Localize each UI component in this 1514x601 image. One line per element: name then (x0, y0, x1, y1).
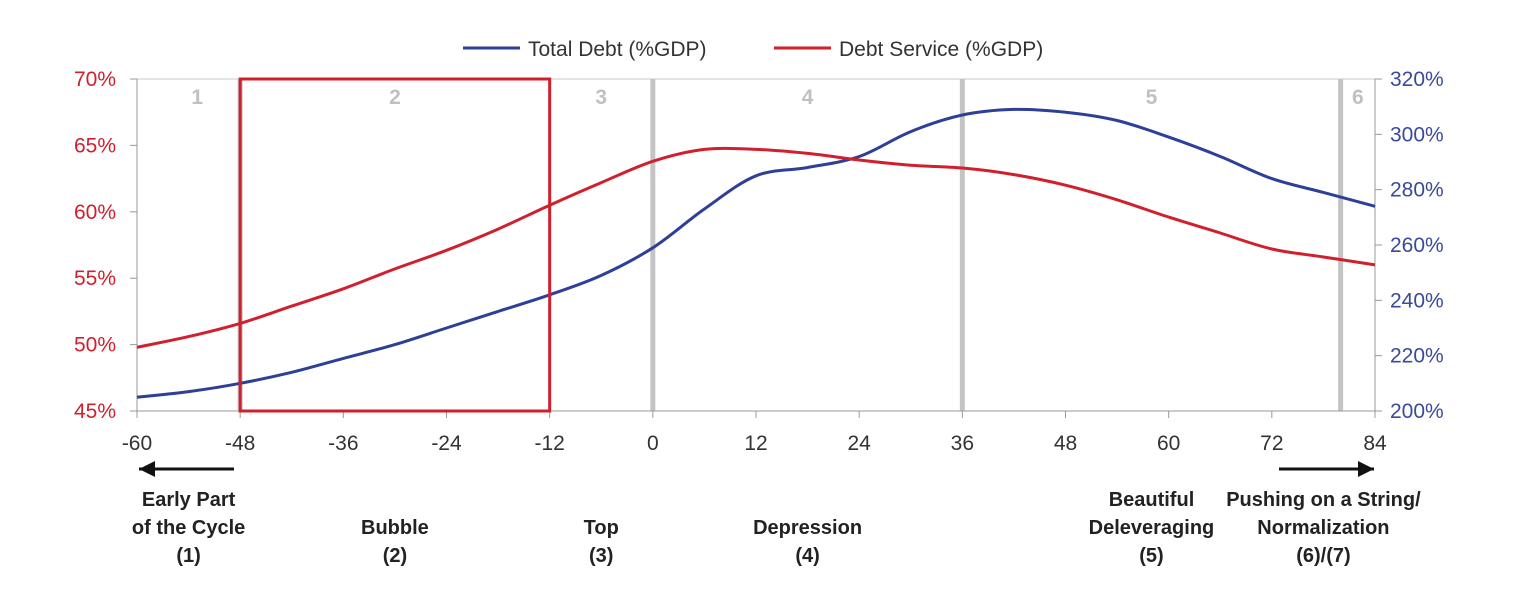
debt-service-line (136, 146, 1376, 349)
x-axis-tick-label: -48 (225, 432, 255, 455)
stage-label: Bubble (361, 517, 429, 539)
x-axis-tick-label: 60 (1157, 432, 1180, 455)
phase-number: 3 (595, 86, 607, 109)
left-axis-tick-label: 60% (74, 201, 116, 224)
left-axis-tick-label: 65% (74, 134, 116, 157)
left-axis-tick-label: 70% (74, 68, 116, 91)
right-axis-tick-label: 240% (1390, 289, 1444, 312)
stage-label: Top (584, 517, 619, 539)
phase-number: 1 (191, 86, 203, 109)
phase-number: 4 (802, 86, 814, 109)
stage-label: Beautiful (1109, 489, 1195, 511)
stage-label: (2) (383, 545, 407, 567)
x-axis-tick-label: 36 (951, 432, 974, 455)
stage-label: (5) (1139, 545, 1163, 567)
stage-label: Early Part (142, 489, 236, 511)
x-axis-tick-label: -12 (534, 432, 564, 455)
x-axis-tick-label: -36 (328, 432, 358, 455)
left-axis-tick-label: 45% (74, 400, 116, 423)
right-axis-tick-label: 200% (1390, 400, 1444, 423)
stage-label: Normalization (1257, 517, 1389, 539)
x-axis-tick-label: -24 (431, 432, 462, 455)
x-axis-tick-label: 72 (1260, 432, 1283, 455)
right-axis-tick-label: 300% (1390, 123, 1444, 146)
x-axis-tick-label: 24 (847, 432, 871, 455)
bubble-highlight-box (238, 77, 552, 413)
left-axis-tick-label: 50% (74, 334, 116, 357)
right-axis-tick-label: 280% (1390, 179, 1444, 202)
right-axis-tick-label: 260% (1390, 234, 1444, 257)
left-axis-tick-label: 55% (74, 267, 116, 290)
phase-number: 5 (1146, 86, 1158, 109)
early-cycle-arrow-head (139, 461, 155, 477)
stage-label: Deleveraging (1089, 517, 1215, 539)
legend-label: Total Debt (%GDP) (528, 38, 707, 61)
stage-label: (1) (176, 545, 200, 567)
phase-number: 2 (389, 86, 401, 109)
right-axis-tick-label: 220% (1390, 345, 1444, 368)
stage-label: (3) (589, 545, 613, 567)
stage-label: (6)/(7) (1296, 545, 1350, 567)
x-axis-tick-label: 0 (647, 432, 659, 455)
phase-number: 6 (1352, 86, 1364, 109)
stage-label: of the Cycle (132, 517, 245, 539)
total-debt-line (136, 107, 1376, 399)
x-axis-tick-label: -60 (122, 432, 152, 455)
stage-label: Pushing on a String/ (1226, 489, 1421, 511)
right-axis-tick-label: 320% (1390, 68, 1444, 91)
normalization-arrow-head (1358, 461, 1374, 477)
x-axis-tick-label: 48 (1054, 432, 1077, 455)
x-axis-tick-label: 84 (1363, 432, 1387, 455)
x-axis-tick-label: 12 (744, 432, 767, 455)
stage-label: (4) (795, 545, 819, 567)
stage-label: Depression (753, 517, 862, 539)
legend-label: Debt Service (%GDP) (839, 38, 1043, 61)
